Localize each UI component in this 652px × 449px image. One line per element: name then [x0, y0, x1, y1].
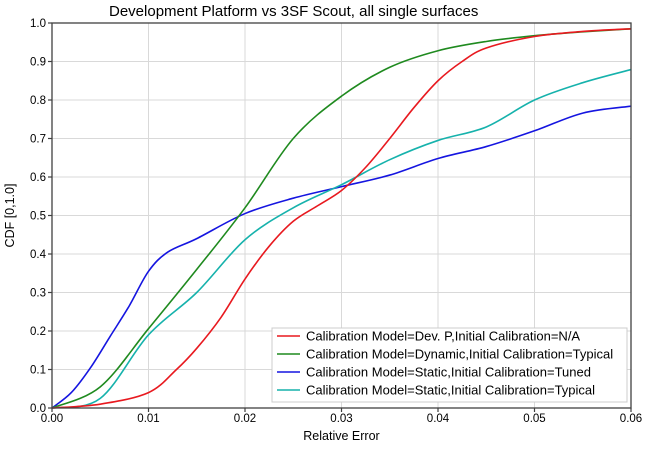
svg-text:Calibration Model=Dynamic,Init: Calibration Model=Dynamic,Initial Calibr… [306, 347, 613, 362]
svg-text:0.05: 0.05 [523, 413, 545, 425]
svg-text:0.03: 0.03 [330, 413, 352, 425]
svg-text:0.8: 0.8 [30, 95, 46, 107]
svg-text:0.1: 0.1 [30, 365, 46, 377]
svg-text:0.5: 0.5 [30, 211, 46, 223]
svg-text:0.0: 0.0 [30, 403, 46, 415]
svg-text:Calibration Model=Dev. P,Initi: Calibration Model=Dev. P,Initial Calibra… [306, 329, 580, 344]
svg-text:0.6: 0.6 [30, 172, 46, 184]
svg-text:Calibration Model=Static,Initi: Calibration Model=Static,Initial Calibra… [306, 383, 595, 398]
svg-text:0.06: 0.06 [620, 413, 642, 425]
svg-text:0.4: 0.4 [30, 249, 47, 261]
svg-text:0.2: 0.2 [30, 326, 46, 338]
svg-text:Relative Error: Relative Error [303, 429, 379, 443]
svg-text:1.0: 1.0 [30, 18, 46, 30]
svg-text:0.9: 0.9 [30, 57, 46, 69]
svg-text:0.02: 0.02 [234, 413, 256, 425]
svg-text:0.04: 0.04 [427, 413, 450, 425]
svg-text:0.01: 0.01 [137, 413, 159, 425]
svg-text:CDF [0,1.0]: CDF [0,1.0] [3, 184, 17, 248]
svg-text:Calibration Model=Static,Initi: Calibration Model=Static,Initial Calibra… [306, 365, 591, 380]
svg-text:0.7: 0.7 [30, 134, 46, 146]
svg-text:Development Platform vs 3SF Sc: Development Platform vs 3SF Scout, all s… [109, 3, 478, 20]
svg-text:0.3: 0.3 [30, 288, 46, 300]
